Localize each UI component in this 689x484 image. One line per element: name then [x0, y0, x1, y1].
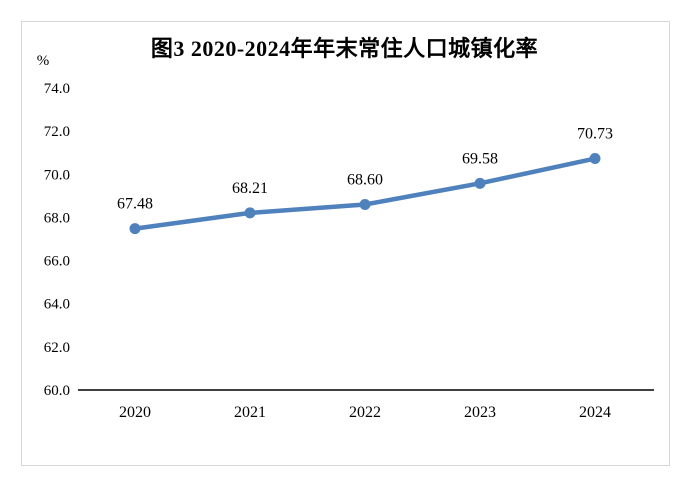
chart-frame [21, 21, 670, 466]
x-tick-label: 2023 [464, 404, 496, 421]
y-tick-label: 70.0 [44, 167, 70, 183]
x-tick-label: 2024 [579, 404, 611, 421]
data-point-label: 68.21 [232, 180, 268, 197]
data-point-marker [129, 223, 141, 235]
y-tick-label: 72.0 [44, 124, 70, 140]
data-point-label: 69.58 [462, 150, 498, 167]
y-tick-label: 68.0 [44, 210, 70, 226]
x-tick-label: 2020 [119, 404, 151, 421]
y-tick-label: 60.0 [44, 383, 70, 399]
y-tick-label: 64.0 [44, 297, 70, 313]
data-point-marker [359, 198, 371, 210]
data-point-marker [244, 207, 256, 219]
x-tick-label: 2021 [234, 404, 266, 421]
x-tick-label: 2022 [349, 404, 381, 421]
data-point-marker [589, 153, 601, 165]
y-axis-unit-label: % [36, 53, 50, 69]
data-point-label: 67.48 [117, 196, 153, 213]
y-tick-label: 74.0 [44, 81, 70, 97]
data-point-label: 68.60 [347, 171, 383, 188]
y-tick-label: 66.0 [44, 254, 70, 270]
series-line [132, 156, 598, 231]
chart-title: 图3 2020-2024年年末常住人口城镇化率 [150, 36, 539, 61]
data-point-label: 70.73 [577, 126, 613, 143]
data-point-marker [474, 177, 486, 189]
y-tick-label: 62.0 [44, 340, 70, 356]
